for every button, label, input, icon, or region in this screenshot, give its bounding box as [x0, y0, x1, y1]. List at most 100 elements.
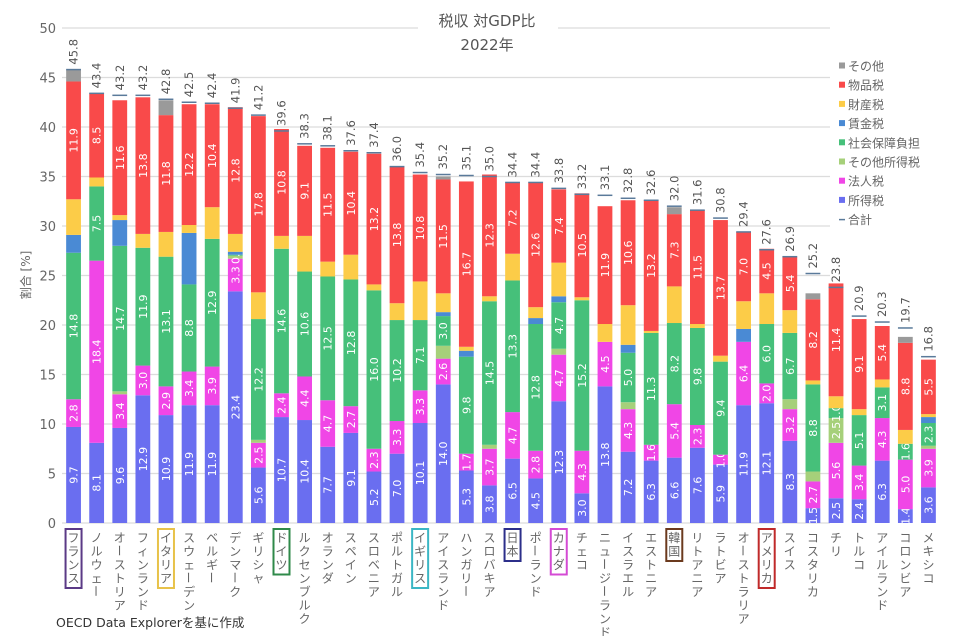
x-tick-label-char: ー — [112, 544, 126, 556]
bar-segment — [204, 405, 220, 523]
segment-value-label: 1.7 — [460, 453, 473, 471]
segment-value-label: 12.5 — [322, 326, 335, 351]
x-tick-label-char: リ — [252, 545, 264, 559]
segment-value-label: 2.4 — [853, 502, 866, 520]
bar-segment — [251, 319, 266, 440]
x-tick-label-char: ラ — [876, 572, 888, 586]
x-tick-label-char: イ — [275, 545, 287, 559]
x-tick-label-char: イ — [437, 545, 449, 559]
bar-segment — [874, 387, 890, 419]
segment-value-label: 2.9 — [160, 392, 173, 410]
bar-segment — [921, 423, 936, 446]
bar-segment — [135, 97, 151, 234]
legend-label: その他所得税 — [848, 155, 920, 170]
bar-segment — [227, 107, 243, 234]
x-tick-label-char: ン — [137, 558, 149, 572]
bar-segment — [458, 346, 474, 351]
x-tick-label-char: ー — [528, 544, 542, 556]
bar-segment — [204, 207, 220, 239]
bar-segment — [227, 258, 243, 292]
legend-item: 合計 — [839, 212, 872, 227]
segment-value-label: 2.6 — [437, 363, 450, 381]
highlight-box — [156, 528, 175, 589]
segment-value-label: 11.9 — [206, 452, 219, 477]
total-value-label: 35.0 — [482, 146, 496, 172]
bar-segment — [666, 457, 682, 523]
x-tick-label-char: ン — [599, 612, 611, 626]
x-tick-label-group: カナダ — [549, 528, 568, 576]
bar-segment — [112, 100, 128, 216]
total-value-label: 35.1 — [459, 145, 473, 171]
total-value-label: 25.2 — [806, 243, 820, 269]
bar-segment — [181, 371, 197, 406]
x-tick-label-char: コ — [853, 558, 865, 572]
bar-group: 5.9 1.0 9.4 13.7 30.8 — [713, 187, 728, 523]
bar-segment — [782, 256, 798, 311]
x-tick-label-char: シ — [252, 558, 264, 572]
segment-value-label: 10.6 — [299, 312, 312, 337]
bar-group: 6.6 5.4 8.2 7.3 32.0 — [666, 176, 682, 523]
x-tick-label-char: ス — [68, 572, 80, 586]
bar-segment — [412, 320, 428, 391]
bar-segment — [297, 420, 312, 523]
segment-value-label: 3.0 — [137, 372, 150, 390]
segment-value-label: 8.8 — [899, 378, 912, 396]
bar-segment — [528, 318, 544, 325]
total-value-label: 19.7 — [898, 297, 912, 323]
segment-value-label: 10.4 — [206, 143, 219, 168]
bar-segment — [458, 470, 474, 523]
x-tick-label-char: ド — [275, 531, 287, 545]
x-tick-label-char: ン — [137, 585, 149, 599]
segment-value-label: 11.5 — [322, 192, 335, 217]
segment-value-label: 8.8 — [807, 419, 820, 437]
x-tick-label-char: ー — [227, 571, 241, 583]
segment-value-label: 3.6 — [922, 496, 935, 514]
bar-segment — [851, 319, 867, 410]
x-tick-label-char: ス — [183, 531, 195, 545]
bar-group: 8.3 3.2 6.7 5.4 26.9 — [782, 226, 798, 523]
bar-segment — [874, 460, 890, 523]
bar-group: 5.6 2.5 12.2 17.8 41.2 — [251, 85, 266, 523]
x-tick-label-char: ド — [599, 626, 611, 636]
segment-value-label: 3.4 — [114, 402, 127, 420]
bar-segment — [828, 283, 844, 397]
y-tick-label: 10 — [39, 418, 56, 433]
bar-segment — [482, 174, 497, 297]
segment-value-label: 7.0 — [738, 258, 751, 276]
bar-segment — [112, 220, 128, 246]
bar-segment — [297, 376, 312, 421]
bar-segment — [89, 186, 105, 261]
bar-segment — [435, 358, 451, 385]
bar-group: 1.4 5.0 1.6 8.8 19.7 — [897, 297, 913, 525]
bar-segment — [89, 260, 105, 443]
x-tick-label-char: ウ — [91, 558, 103, 572]
bar-segment — [366, 290, 382, 449]
legend-item: 財産税 — [839, 97, 884, 112]
total-value-label: 43.2 — [113, 65, 127, 91]
bar-segment — [643, 200, 659, 331]
segment-value-label: 10.8 — [414, 216, 427, 241]
segment-value-label: 2.7 — [345, 411, 358, 429]
y-tick-label: 35 — [39, 171, 56, 186]
x-tick-label-char: コ — [899, 531, 911, 545]
segment-value-label: 3.3 — [414, 398, 427, 416]
x-tick-label-char: 本 — [507, 545, 519, 559]
segment-value-label: 4.5 — [761, 262, 774, 280]
bar-segment — [112, 394, 128, 428]
x-tick-label-char: リ — [691, 531, 703, 545]
bar-segment — [320, 446, 336, 523]
x-tick-label-char: ア — [691, 585, 703, 599]
legend-swatch — [839, 120, 845, 127]
bar-group: 6.3 1.6 11.3 13.2 32.6 — [643, 170, 659, 523]
x-tick-label-char: ス — [437, 558, 449, 572]
segment-value-label: 15.2 — [576, 363, 589, 388]
bar-segment — [713, 220, 728, 356]
